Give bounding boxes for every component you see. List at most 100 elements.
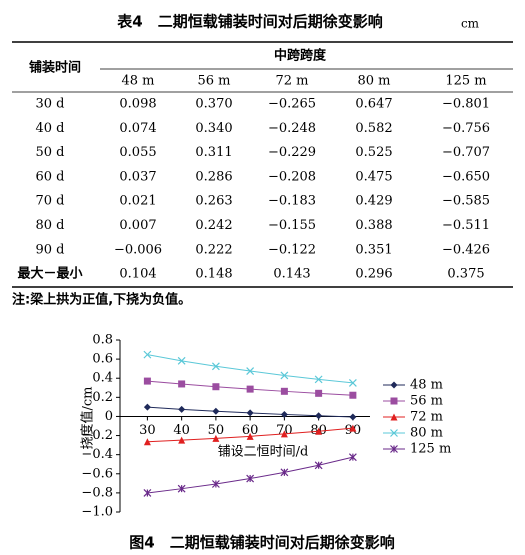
table-cell: 0.340 <box>195 121 232 136</box>
table-unit: cm <box>461 17 480 31</box>
table-cell: −0.155 <box>268 218 316 233</box>
marker <box>246 432 254 440</box>
table-cell: −0.756 <box>442 121 490 136</box>
marker <box>280 430 288 438</box>
marker <box>212 407 220 415</box>
table-cell: 0.388 <box>355 218 392 233</box>
table-cell: 0.021 <box>119 194 156 209</box>
row-label: 60 d <box>36 169 65 184</box>
marker <box>143 377 151 385</box>
legend-label: 125 m <box>410 442 451 457</box>
row-label: 40 d <box>36 121 65 136</box>
table-cell: 0.222 <box>195 242 232 257</box>
table-cell: −0.511 <box>442 218 490 233</box>
row-label: 最大－最小 <box>17 266 82 282</box>
table-cell: 0.647 <box>355 97 392 112</box>
marker <box>211 362 220 371</box>
marker <box>280 468 289 477</box>
marker <box>211 480 220 488</box>
marker <box>280 410 288 418</box>
table-cell: 0.286 <box>195 169 232 184</box>
marker <box>212 383 220 391</box>
marker <box>246 367 255 375</box>
marker <box>348 453 357 462</box>
marker <box>143 438 151 446</box>
marker <box>246 409 254 417</box>
legend-label: 72 m <box>410 410 443 425</box>
row-label: 70 d <box>36 194 65 209</box>
column-header: 72 m <box>275 74 308 89</box>
marker <box>143 350 152 359</box>
marker <box>143 489 152 497</box>
table-cell: 0.582 <box>355 121 392 136</box>
table-cell: 0.475 <box>355 169 392 184</box>
marker <box>390 381 398 389</box>
marker <box>349 424 357 432</box>
column-header: 125 m <box>445 74 486 89</box>
y-axis-label: 挠度值/cm <box>80 387 96 450</box>
marker <box>178 405 186 413</box>
legend-label: 48 m <box>410 378 443 393</box>
table-cell: −0.707 <box>442 145 490 160</box>
table-cell: 0.074 <box>119 121 156 136</box>
x-axis-label: 铺设二恒时间/d <box>218 445 309 460</box>
marker <box>178 380 186 388</box>
y-tick-label: 0.8 <box>92 333 113 348</box>
row-label: 90 d <box>36 242 65 257</box>
marker <box>280 371 289 380</box>
marker <box>390 397 398 405</box>
table-cell: 0.143 <box>273 267 310 282</box>
table-cell: 0.525 <box>355 145 392 160</box>
x-tick-label: 60 <box>242 423 259 438</box>
y-tick-label: −1.0 <box>81 505 113 520</box>
table-cell: 0.351 <box>355 242 392 257</box>
table-cell: 0.311 <box>195 145 232 160</box>
table-cell: 0.370 <box>195 97 232 112</box>
figure-caption: 图4 二期恒载铺装时间对后期徐变影响 <box>129 534 394 552</box>
legend-label: 56 m <box>410 394 443 409</box>
marker <box>178 436 186 444</box>
marker <box>315 389 323 397</box>
table-cell: −0.208 <box>268 169 316 184</box>
x-tick-label: 30 <box>139 423 156 438</box>
row-label: 80 d <box>36 218 65 233</box>
marker <box>390 445 398 453</box>
marker <box>246 474 255 483</box>
marker <box>246 385 254 393</box>
y-tick-label: 0.6 <box>92 352 113 367</box>
marker <box>348 378 357 387</box>
table-cell: −0.183 <box>268 194 316 209</box>
y-tick-label: 0.4 <box>92 371 113 386</box>
table-cell: 0.007 <box>119 218 156 233</box>
marker <box>177 356 186 365</box>
marker <box>314 375 323 384</box>
table-cell: −0.801 <box>442 97 490 112</box>
table-cell: 0.037 <box>119 169 156 184</box>
table-cell: −0.229 <box>268 145 316 160</box>
y-tick-label: 0 <box>105 409 113 424</box>
table-cell: −0.585 <box>442 194 490 209</box>
marker <box>315 427 323 435</box>
table-cell: −0.650 <box>442 169 490 184</box>
table-note: 注:梁上拱为正值,下挠为负值。 <box>12 292 191 308</box>
y-tick-label: −0.8 <box>81 485 113 500</box>
table-cell: 0.242 <box>195 218 232 233</box>
series-line <box>147 354 353 384</box>
row-label: 50 d <box>36 145 65 160</box>
marker <box>177 484 186 493</box>
table-cell: −0.248 <box>268 121 316 136</box>
table-cell: −0.426 <box>442 242 490 257</box>
row-label: 30 d <box>36 97 65 112</box>
marker <box>315 412 323 420</box>
marker <box>143 403 151 411</box>
column-header: 80 m <box>357 74 390 89</box>
marker <box>212 434 220 442</box>
y-tick-label: −0.6 <box>81 466 113 481</box>
table-cell: 0.375 <box>447 267 484 282</box>
row-header: 铺装时间 <box>29 60 81 76</box>
x-tick-label: 40 <box>173 423 190 438</box>
y-tick-label: −0.4 <box>81 447 113 462</box>
table-cell: −0.265 <box>268 97 316 112</box>
marker <box>390 413 398 421</box>
